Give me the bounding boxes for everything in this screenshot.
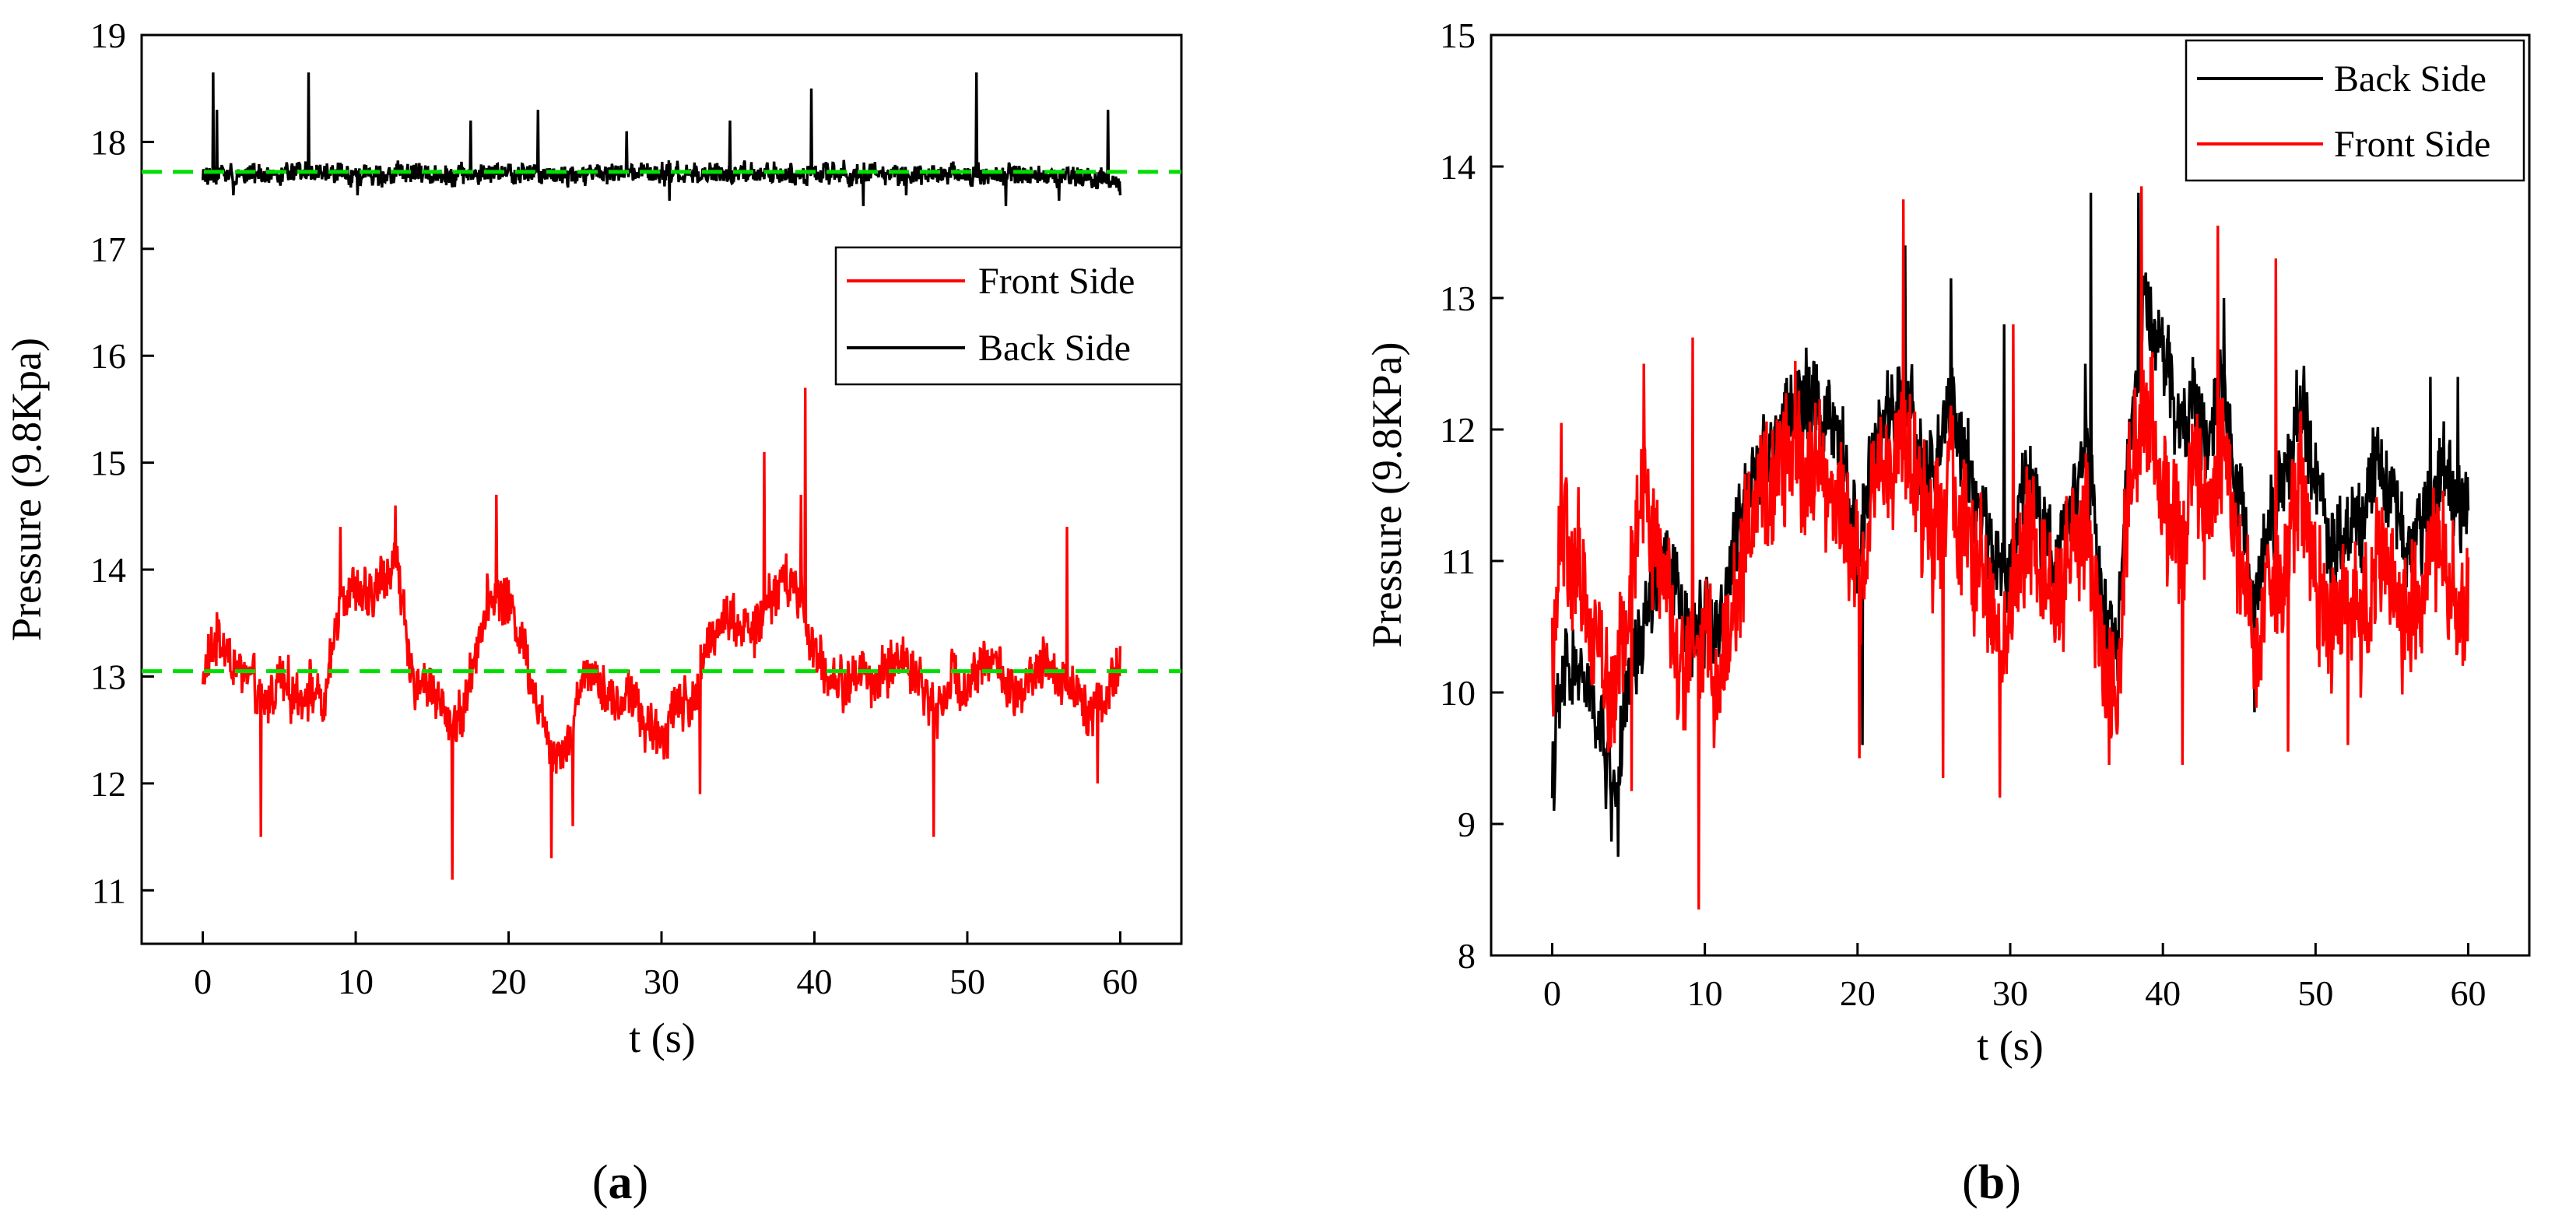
y-tick-label-a-4: 15: [90, 443, 126, 483]
chart-panel-b: 0 10 20 30 40 50 60 8 9 10 11 12 13 14 15 t (s) Pressu…: [1363, 16, 2531, 1209]
y-tick-label-b-5: 13: [1440, 279, 1476, 318]
y-tick-label-a-6: 17: [90, 230, 126, 269]
panel-label-b-close: ): [2005, 1156, 2021, 1209]
panel-label-a-letter: a: [609, 1156, 633, 1209]
legend-label-back-a: Back Side: [978, 328, 1131, 369]
y-tick-label-a-3: 14: [90, 550, 126, 590]
y-tick-label-a-1: 12: [90, 764, 126, 804]
y-tick-label-b-4: 12: [1440, 410, 1476, 450]
x-tick-label-b-2: 20: [1840, 973, 1876, 1013]
y-axis-title-b: Pressure (9.8KPa): [1363, 342, 1410, 648]
series-group-b: [1550, 186, 2470, 910]
panel-label-b: (b): [1962, 1156, 2021, 1209]
y-tick-label-a-7: 18: [90, 122, 126, 162]
legend-label-front-b: Front Side: [2334, 124, 2490, 165]
y-tick-label-a-5: 16: [90, 336, 126, 376]
reference-lines-a: [142, 170, 1181, 674]
y-tick-label-b-7: 15: [1440, 16, 1476, 55]
y-tick-label-b-0: 8: [1458, 936, 1476, 976]
x-axis-title-a: t (s): [629, 1015, 695, 1061]
plot-area-a: [140, 33, 1183, 945]
panel-label-a: (a): [592, 1156, 648, 1209]
legend-box-a: [834, 246, 1183, 386]
legend-label-front-a: Front Side: [978, 261, 1135, 302]
legend-b: Back Side Front Side: [2185, 39, 2525, 182]
y-tick-label-b-2: 10: [1440, 673, 1476, 713]
x-tick-label-b-5: 50: [2297, 973, 2333, 1013]
x-tick-label-a-4: 40: [796, 962, 832, 1001]
panel-label-a-close: ): [633, 1156, 649, 1209]
ticks-a: 0 10 20 30 40 50 60 11 12 13 14 15 16 17 18 19: [90, 16, 1138, 1001]
legend-box-b: [2185, 39, 2525, 182]
y-tick-label-b-1: 9: [1458, 805, 1476, 844]
y-tick-label-a-8: 19: [90, 16, 126, 55]
panel-label-b-open: (: [1962, 1156, 1978, 1209]
x-tick-label-a-6: 60: [1102, 962, 1138, 1001]
chart-panel-a: t (s) Pressure (9.8Kpa) (a) 0 10 20 30 40 50 6…: [3, 16, 1183, 1209]
x-tick-label-b-4: 40: [2145, 973, 2181, 1013]
x-tick-label-a-5: 50: [949, 962, 985, 1001]
y-tick-label-a-0: 11: [92, 871, 126, 910]
y-tick-label-b-3: 11: [1441, 542, 1476, 581]
y-tick-label-a-2: 13: [90, 657, 126, 696]
panel-label-b-letter: b: [1978, 1156, 2005, 1209]
x-tick-label-a-2: 20: [491, 962, 527, 1001]
x-tick-label-a-3: 30: [644, 962, 679, 1001]
x-tick-label-b-6: 60: [2451, 973, 2487, 1013]
series-line-a-front-side: [201, 387, 1122, 880]
x-axis-title-b: t (s): [1977, 1022, 2043, 1069]
ticks-b: 0 10 20 30 40 50 60 8 9 10 11 12 13 14 15: [1440, 16, 2487, 1013]
x-tick-label-a-0: 0: [194, 962, 212, 1001]
x-tick-label-b-0: 0: [1543, 973, 1561, 1013]
y-axis-title-a: Pressure (9.8Kpa): [3, 338, 50, 641]
x-tick-label-b-1: 10: [1687, 973, 1723, 1013]
legend-a: Front Side Back Side: [834, 246, 1183, 386]
series-line-b-front-side: [1550, 186, 2470, 910]
y-tick-label-b-6: 14: [1440, 147, 1476, 187]
plot-area-b: [1490, 33, 2531, 957]
legend-label-back-b: Back Side: [2334, 58, 2487, 100]
x-tick-label-a-1: 10: [338, 962, 374, 1001]
panel-label-a-open: (: [592, 1156, 609, 1209]
x-tick-label-b-3: 30: [1992, 973, 2028, 1013]
